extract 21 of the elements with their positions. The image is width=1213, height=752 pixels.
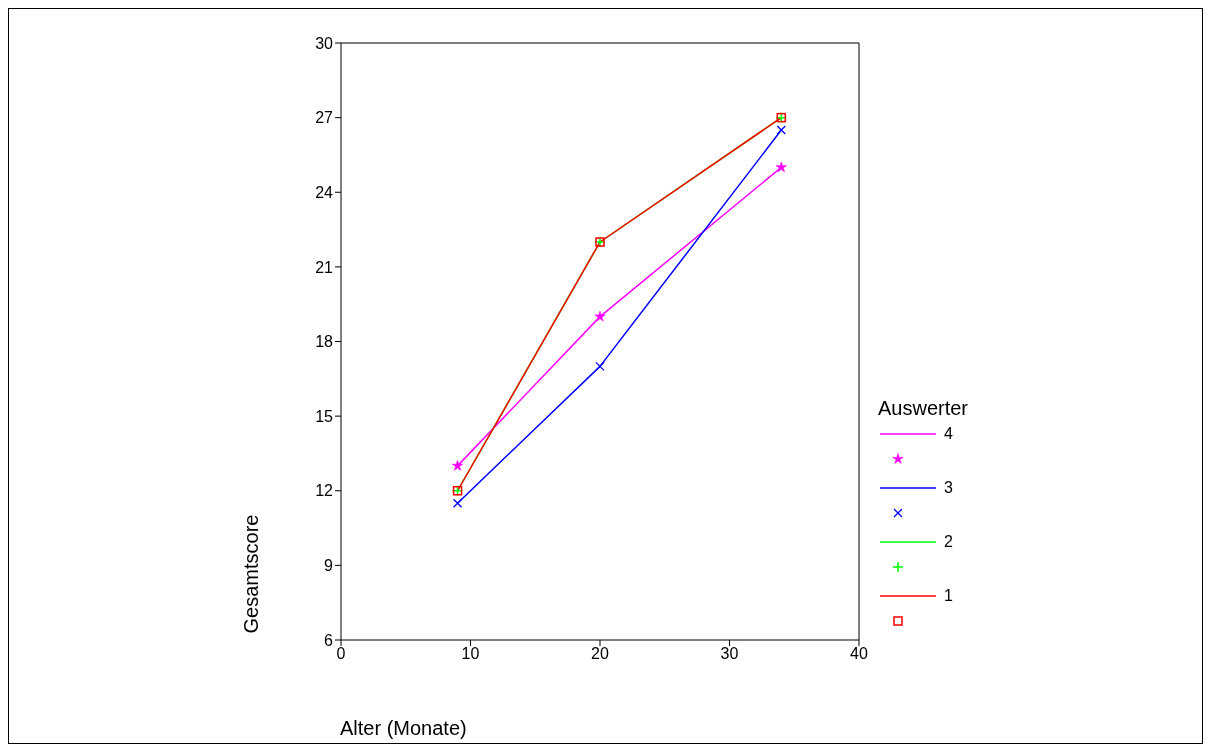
y-axis-title: Gesamtscore (239, 514, 263, 634)
y-tick-label: 30 (315, 34, 334, 52)
x-tick-label: 30 (720, 645, 739, 663)
legend-label: 3 (944, 479, 953, 497)
y-tick-label: 9 (324, 557, 334, 575)
y-tick-label: 12 (315, 482, 334, 500)
legend-title: Auswerter (878, 397, 970, 420)
y-tick-label: 6 (324, 631, 334, 649)
x-tick-label: 0 (336, 645, 346, 663)
y-tick-label: 21 (315, 258, 334, 276)
x-axis-title: Alter (Monate) (340, 717, 467, 740)
y-tick-label: 15 (315, 407, 334, 425)
x-tick-label: 20 (591, 645, 609, 663)
y-tick-label: 24 (315, 183, 334, 201)
legend-label: 1 (944, 587, 953, 605)
x-tick-label: 10 (461, 645, 480, 663)
y-tick-label: 27 (315, 109, 334, 127)
legend-label: 4 (944, 425, 953, 443)
x-tick-label: 40 (850, 645, 868, 663)
y-tick-label: 18 (315, 333, 334, 351)
legend-label: 2 (944, 533, 953, 551)
